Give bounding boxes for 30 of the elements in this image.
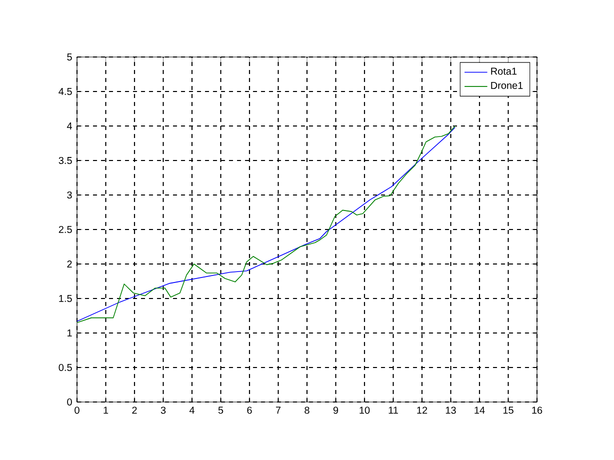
x-tick-label: 7 [276, 406, 281, 414]
y-tick-label: 1 [67, 330, 72, 336]
x-tick-label: 5 [218, 406, 224, 414]
x-tick-label: 14 [474, 406, 485, 414]
x-tick-label: 13 [446, 406, 456, 414]
x-tick-label: 6 [247, 406, 252, 414]
y-tick-label: 3.5 [58, 156, 72, 164]
y-tick-label: 4.5 [58, 88, 72, 95]
x-tick-label: 3 [160, 406, 166, 414]
y-tick-label: 3 [67, 191, 72, 199]
x-tick-label: 10 [360, 406, 370, 414]
x-tick-label: 2 [132, 406, 137, 414]
x-tick-label: 16 [532, 406, 542, 414]
y-tick-label: 0.5 [58, 364, 72, 372]
y-tick-label: 0 [67, 398, 72, 406]
y-tick-label: 4 [66, 122, 72, 130]
x-tick-label: 1 [104, 406, 108, 414]
y-tick-label: 2 [67, 260, 72, 268]
legend-label: Rota1 [491, 68, 517, 75]
x-tick-label: 15 [503, 406, 514, 414]
x-tick-label: 4 [189, 406, 194, 414]
y-tick-label: 2.5 [58, 226, 72, 234]
legend-label: Drone1 [491, 82, 523, 89]
x-tick-label: 12 [417, 406, 428, 414]
x-tick-label: 8 [304, 406, 310, 414]
y-tick-label: 1.5 [59, 295, 72, 302]
x-tick-label: 0 [74, 406, 80, 414]
x-tick-label: 11 [388, 406, 398, 414]
y-tick-label: 5 [67, 54, 72, 60]
x-tick-label: 9 [333, 406, 338, 414]
